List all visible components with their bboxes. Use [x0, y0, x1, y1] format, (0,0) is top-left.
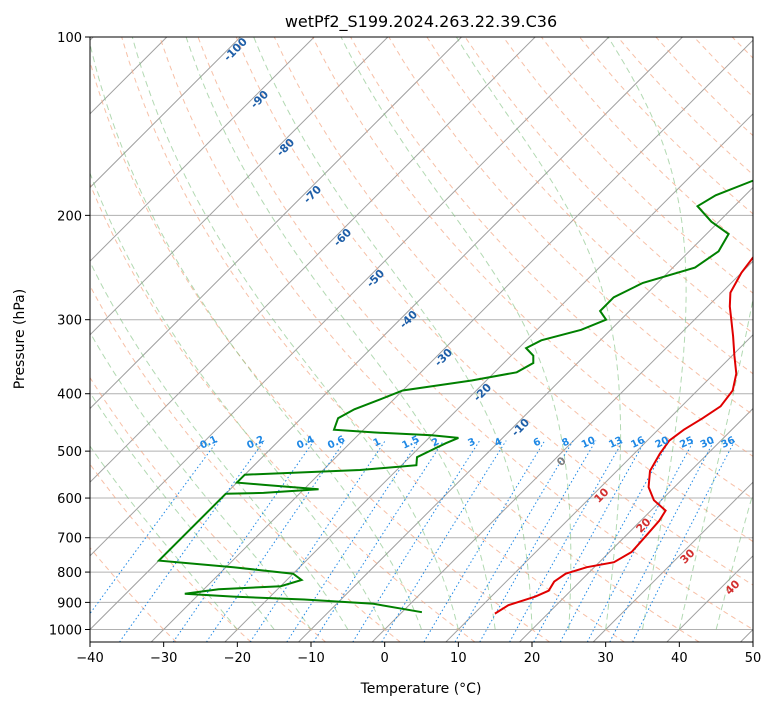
y-tick-label: 100	[57, 31, 82, 46]
y-tick-label: 300	[57, 314, 82, 329]
moist-adiabat-line	[455, 37, 622, 630]
y-tick-label: 200	[57, 209, 82, 224]
isotherm-line	[90, 37, 610, 557]
moist-adiabat-line	[185, 37, 496, 630]
y-tick-label: 1000	[49, 624, 82, 639]
dry-adiabat-line	[388, 37, 753, 416]
dry-adiabat-line	[426, 37, 753, 375]
x-axis-label: Temperature (°C)	[360, 681, 482, 697]
y-tick-label: 600	[57, 492, 82, 507]
dry-adiabat-line	[90, 59, 551, 642]
y-tick-label: 900	[57, 596, 82, 611]
moist-adiabat-line	[131, 37, 459, 630]
moist-adiabat-line	[607, 37, 687, 630]
x-tick-label: 20	[524, 651, 541, 666]
mixing-ratio-label: 20	[654, 435, 671, 451]
isotherm-line	[90, 37, 462, 410]
temperature-line	[494, 255, 753, 615]
mixing-ratio-line	[90, 440, 219, 615]
mixing-ratio-label: 10	[580, 435, 597, 451]
isotherm-line	[90, 37, 315, 262]
mixing-ratio-line	[509, 440, 624, 642]
dry-adiabat-line	[90, 463, 252, 642]
x-tick-label: −30	[150, 651, 177, 666]
mixing-ratio-label: 13	[607, 435, 624, 451]
y-tick-label: 500	[57, 445, 82, 460]
isotherm-line	[150, 39, 753, 642]
y-tick-label: 700	[57, 532, 82, 547]
x-tick-label: −40	[76, 651, 103, 666]
moist-adiabat-line	[678, 296, 753, 630]
mixing-ratio-label: 8	[560, 436, 571, 449]
dry-adiabat-line	[90, 546, 177, 642]
x-tick-label: 40	[671, 651, 688, 666]
isotherm-line	[90, 37, 389, 336]
moist-adiabat-line	[90, 41, 422, 630]
dry-adiabat-line	[235, 37, 753, 586]
moist-adiabat-line	[90, 445, 238, 630]
isotherm-line	[371, 260, 753, 642]
mixing-ratio-label: 4	[493, 436, 504, 449]
isotherm-line	[519, 407, 753, 642]
mixing-ratio-label: 6	[532, 436, 543, 449]
isotherm-line	[445, 334, 753, 642]
mixing-ratio-line	[423, 440, 546, 642]
mixing-ratio-line	[352, 440, 481, 642]
dry-adiabat-line	[159, 37, 700, 642]
x-tick-label: 30	[597, 651, 614, 666]
mixing-ratio-line	[533, 440, 646, 642]
mixing-ratio-line	[381, 440, 507, 642]
moist-adiabat-line	[715, 491, 753, 630]
dry-adiabat-line	[90, 284, 401, 642]
dry-adiabat-line	[121, 37, 625, 642]
mixing-ratio-line	[454, 440, 574, 642]
dry-adiabat-line	[197, 37, 753, 631]
x-tick-label: −20	[224, 651, 251, 666]
mixing-ratio-line	[632, 440, 736, 642]
mixing-ratio-line	[313, 440, 445, 642]
isotherm-line	[592, 481, 753, 642]
x-tick-label: −10	[297, 651, 324, 666]
mixing-ratio-label: 3	[466, 436, 477, 449]
x-tick-label: 50	[745, 651, 762, 666]
moist-adiabat-line	[90, 260, 349, 630]
mixing-ratio-line	[479, 440, 597, 642]
mixing-ratio-label: 25	[678, 435, 695, 451]
axis-ticks: −40 −30 −20 −10 0 10 20 30 40 50 1000 900 800 700 600 5…	[49, 31, 761, 666]
chart-title: wetPf2_S199.2024.263.22.39.C36	[285, 12, 557, 32]
mixing-ratio-line	[286, 440, 420, 642]
y-tick-label: 800	[57, 566, 82, 581]
mixing-ratio-label: 16	[629, 435, 646, 451]
x-tick-label: 0	[381, 651, 389, 666]
isotherm-line	[90, 37, 241, 189]
moist-adiabat-line	[340, 37, 572, 630]
data-series	[156, 179, 753, 615]
mixing-ratio-label: 30	[699, 435, 716, 451]
moist-adiabat-line	[253, 37, 533, 630]
isotherm-line	[224, 113, 753, 642]
dry-adiabat-line	[502, 37, 753, 294]
y-axis-label: Pressure (hPa)	[12, 289, 28, 389]
dry-adiabat-line	[273, 37, 753, 543]
plot-frame	[89, 36, 754, 643]
dewpoint-line	[156, 179, 753, 614]
dry-adiabat-line	[90, 376, 327, 642]
mixing-ratio-line	[249, 440, 386, 642]
mixing-ratio-line	[119, 440, 265, 642]
mixing-ratio-label: 36	[720, 435, 737, 451]
mixing-ratio-label: 1	[372, 436, 383, 449]
y-tick-label: 400	[57, 388, 82, 403]
mixing-ratio-line	[559, 440, 670, 642]
x-tick-label: 10	[450, 651, 467, 666]
mixing-ratio-label: 2	[430, 436, 441, 449]
isotherm-line	[90, 37, 536, 483]
moist-adiabat-line	[90, 171, 386, 630]
moist-adiabat-line	[90, 331, 312, 630]
